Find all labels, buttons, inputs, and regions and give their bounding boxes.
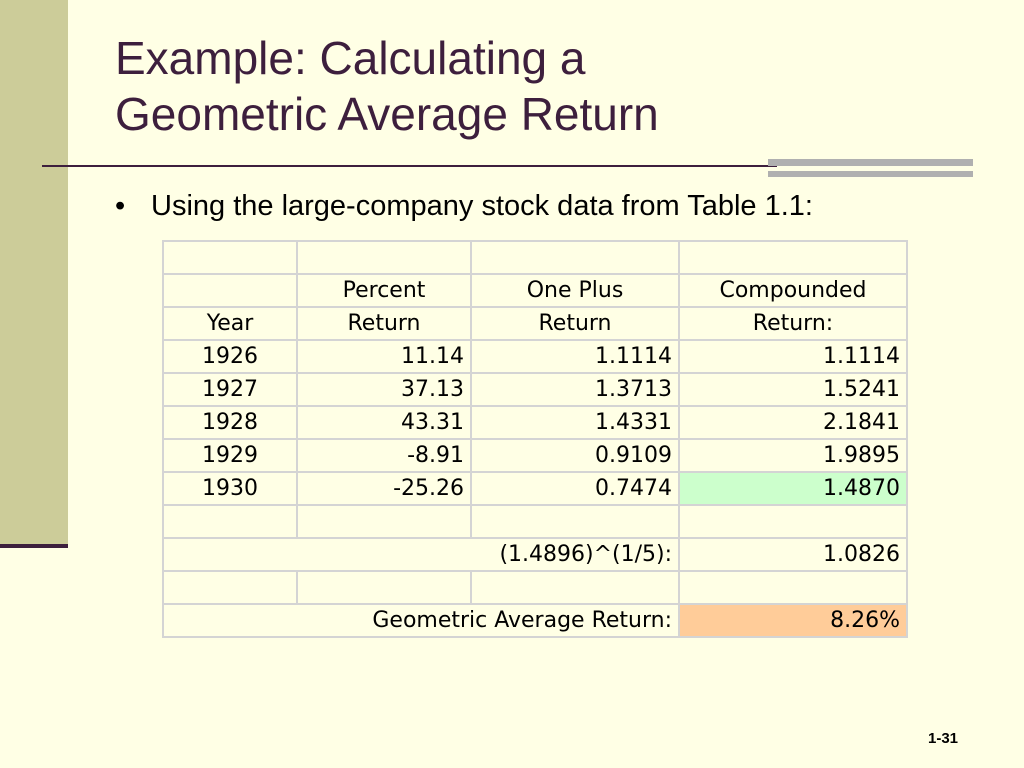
header-compounded: Compounded <box>678 273 908 308</box>
table-cell <box>678 240 908 275</box>
percent-cell: 37.13 <box>296 372 472 407</box>
table-cell <box>296 240 472 275</box>
table-row: 1927 37.13 1.3713 1.5241 <box>162 372 908 407</box>
header-percent: Percent <box>296 273 472 308</box>
table-cell <box>470 504 680 539</box>
table-cell <box>470 570 680 605</box>
slide-title: Example: Calculating a Geometric Average… <box>115 30 895 142</box>
title-line-2: Geometric Average Return <box>115 88 659 140</box>
title-accent-bar-top <box>768 159 973 166</box>
table-cell <box>296 504 472 539</box>
table-cell <box>162 273 298 308</box>
table-cell <box>296 570 472 605</box>
returns-table: Percent One Plus Compounded Year Return … <box>162 240 908 638</box>
geometric-average-value: 8.26% <box>678 603 908 638</box>
root-value: 1.0826 <box>678 537 908 572</box>
one-plus-cell: 1.1114 <box>470 339 680 374</box>
compounded-cell: 1.5241 <box>678 372 908 407</box>
percent-cell: -25.26 <box>296 471 472 506</box>
one-plus-cell: 1.3713 <box>470 372 680 407</box>
root-label: (1.4896)^(1/5): <box>162 537 680 572</box>
table-row-blank <box>162 504 908 539</box>
title-underline <box>42 165 777 167</box>
page-number: 1-31 <box>928 730 959 747</box>
year-cell: 1926 <box>162 339 298 374</box>
table-row-blank <box>162 240 908 275</box>
bullet-marker: • <box>115 190 126 222</box>
table-row-blank <box>162 570 908 605</box>
header-compounded-return: Return: <box>678 306 908 341</box>
table-row: 1926 11.14 1.1114 1.1114 <box>162 339 908 374</box>
header-one-plus: One Plus <box>470 273 680 308</box>
compounded-cell: 2.1841 <box>678 405 908 440</box>
header-year: Year <box>162 306 298 341</box>
compounded-cell: 1.9895 <box>678 438 908 473</box>
table-row: 1928 43.31 1.4331 2.1841 <box>162 405 908 440</box>
table-cell <box>162 504 298 539</box>
table-row-root: (1.4896)^(1/5): 1.0826 <box>162 537 908 572</box>
left-decorative-band <box>0 0 68 548</box>
compounded-final-cell: 1.4870 <box>678 471 908 506</box>
one-plus-cell: 0.9109 <box>470 438 680 473</box>
header-percent-return: Return <box>296 306 472 341</box>
one-plus-cell: 1.4331 <box>470 405 680 440</box>
title-accent-bar-bottom <box>768 171 973 177</box>
bullet-item: • Using the large-company stock data from… <box>115 190 813 223</box>
table-row: 1929 -8.91 0.9109 1.9895 <box>162 438 908 473</box>
year-cell: 1929 <box>162 438 298 473</box>
year-cell: 1928 <box>162 405 298 440</box>
bullet-text: Using the large-company stock data from … <box>151 190 813 222</box>
geometric-average-label: Geometric Average Return: <box>162 603 680 638</box>
left-accent-line <box>0 544 68 548</box>
table-cell <box>678 504 908 539</box>
percent-cell: 11.14 <box>296 339 472 374</box>
header-one-plus-return: Return <box>470 306 680 341</box>
table-row: 1930 -25.26 0.7474 1.4870 <box>162 471 908 506</box>
table-row-geometric: Geometric Average Return: 8.26% <box>162 603 908 638</box>
table-header-row-1: Percent One Plus Compounded <box>162 273 908 308</box>
percent-cell: -8.91 <box>296 438 472 473</box>
title-line-1: Example: Calculating a <box>115 32 586 84</box>
compounded-cell: 1.1114 <box>678 339 908 374</box>
table-cell <box>162 240 298 275</box>
table-cell <box>678 570 908 605</box>
table-cell <box>162 570 298 605</box>
year-cell: 1927 <box>162 372 298 407</box>
table-header-row-2: Year Return Return Return: <box>162 306 908 341</box>
year-cell: 1930 <box>162 471 298 506</box>
percent-cell: 43.31 <box>296 405 472 440</box>
table-cell <box>470 240 680 275</box>
one-plus-cell: 0.7474 <box>470 471 680 506</box>
